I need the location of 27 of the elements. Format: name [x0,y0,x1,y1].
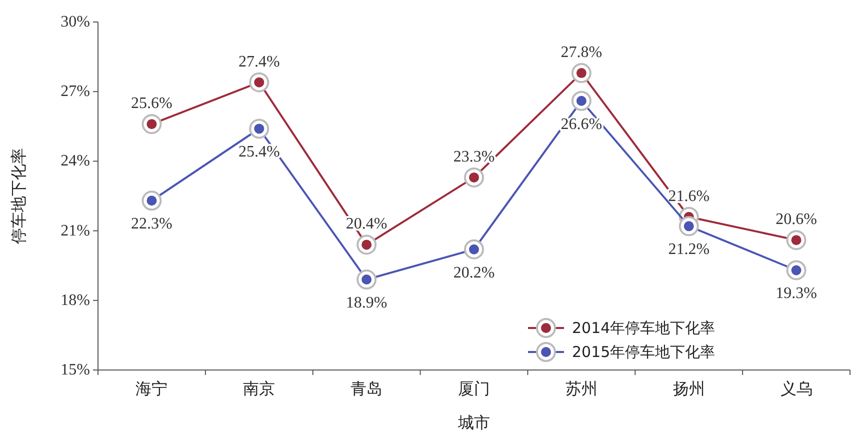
x-tick-label: 厦门 [458,379,490,398]
data-label: 21.2% [668,241,710,258]
y-tick-label: 18% [60,292,90,309]
data-label: 18.9% [346,294,388,312]
data-label: 27.8% [560,44,602,62]
x-tick-label: 海宁 [136,379,168,398]
x-tick-label: 扬州 [672,379,705,398]
x-tick-label: 苏州 [565,379,598,398]
data-label: 27.4% [238,53,280,70]
data-label: 19.3% [776,285,817,302]
x-tick-label: 义乌 [780,379,812,398]
x-axis-title: 城市 [457,413,490,432]
data-label: 25.6% [131,95,172,112]
x-tick-label: 南京 [243,379,276,398]
data-label: 20.2% [453,264,495,282]
y-tick-label: 27% [60,83,90,100]
legend-label: 2014年停车地下化率 [572,319,716,337]
y-tick-label: 15% [60,362,90,378]
data-label: 22.3% [131,216,172,233]
y-tick-label: 30% [60,14,90,30]
data-label: 23.3% [453,148,495,166]
legend-label: 2015年停车地下化率 [572,343,716,361]
y-tick-label: 24% [60,152,90,170]
x-tick-label: 青岛 [350,379,383,398]
y-axis-title: 停车地下化率 [9,148,28,244]
y-tick-label: 21% [60,222,90,240]
data-label: 20.6% [776,211,817,228]
